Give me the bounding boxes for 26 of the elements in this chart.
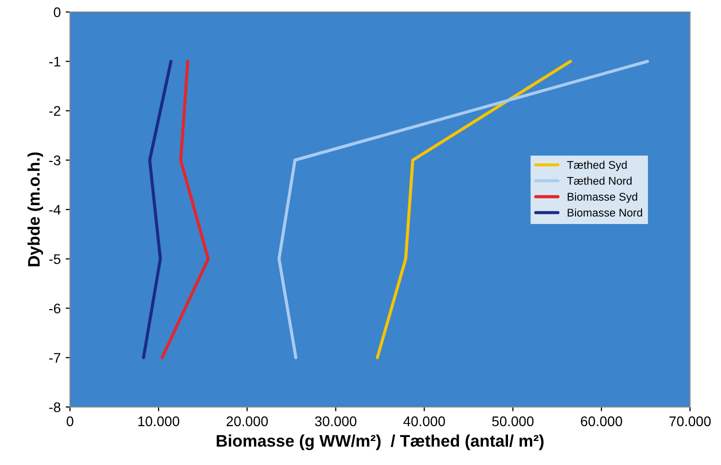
x-tick-label: 40.000 (403, 416, 445, 426)
y-tick-label: -2 (49, 106, 60, 116)
y-tick-label: -4 (49, 204, 61, 215)
legend-label: Tæthed Syd (567, 160, 627, 172)
y-tick-label: -5 (49, 254, 60, 264)
legend-label: Tæthed Nord (567, 176, 632, 185)
y-axis-title: Dybde (m.o.h.) (28, 152, 44, 266)
x-tick-label: 50.000 (492, 416, 534, 426)
y-tick-label: -7 (49, 353, 60, 363)
y-tick-label: -1 (49, 56, 60, 66)
x-tick-label: 30.000 (315, 416, 356, 426)
x-tick-label: 0 (66, 416, 74, 426)
y-tick-label: -3 (49, 155, 60, 166)
line-series (142, 60, 172, 360)
x-tick-label: 10.000 (138, 416, 180, 426)
y-tick-label: -8 (49, 402, 60, 412)
line-series (278, 60, 650, 360)
x-axis-title: Biomasse (g WW/m²) / Tæthed (antal/ m²) (216, 434, 544, 450)
x-tick-label: 70.000 (669, 416, 711, 426)
x-tick-label: 20.000 (226, 416, 268, 426)
line-series (160, 60, 210, 360)
y-tick-label: 0 (54, 7, 60, 18)
y-tick-label: -6 (49, 304, 60, 314)
legend-label: Biomasse Syd (568, 192, 638, 203)
legend-label: Biomasse Nord (568, 208, 642, 217)
x-tick-label: 60.000 (580, 416, 622, 426)
